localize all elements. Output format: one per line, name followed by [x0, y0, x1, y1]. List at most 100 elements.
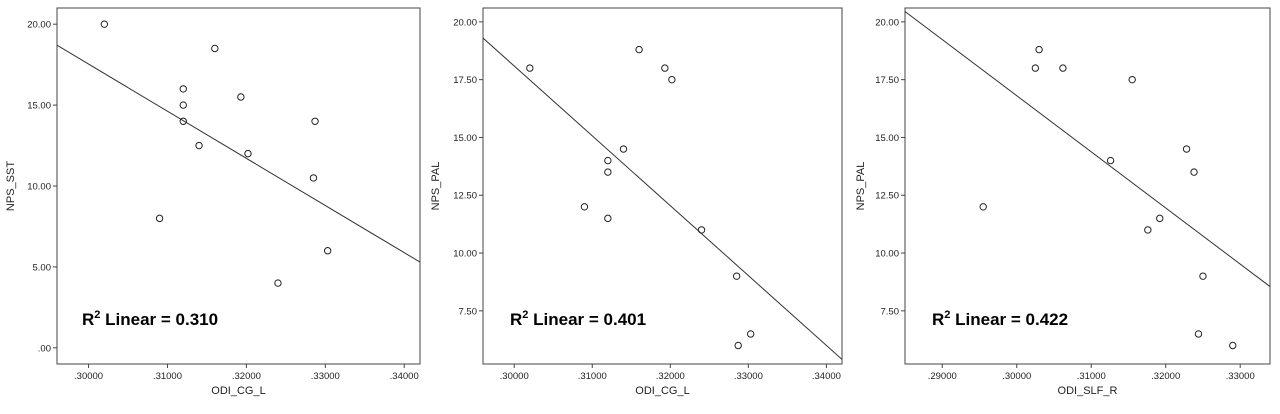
data-point [195, 141, 203, 150]
y-tick-label: 20.00 [27, 20, 51, 31]
data-point [697, 226, 706, 234]
r-squared-annotation: R2 Linear = 0.422 [932, 309, 1068, 329]
data-point [100, 20, 109, 28]
data-point [732, 272, 741, 280]
r-squared-value: Linear = 0.310 [100, 310, 218, 329]
data-point [1190, 168, 1198, 176]
x-tick-label: .29000 [928, 371, 957, 382]
x-tick-label: .30000 [74, 371, 103, 382]
y-tick-label: 17.50 [875, 75, 899, 86]
x-tick-label: .34000 [390, 371, 419, 382]
data-point [237, 93, 245, 101]
data-point [1059, 64, 1067, 72]
r-squared-prefix: R [510, 310, 522, 329]
x-tick-label: .32000 [656, 371, 685, 382]
data-point [604, 156, 612, 165]
x-axis-title: ODI_CG_L [635, 385, 689, 397]
data-point [1229, 341, 1237, 350]
data-point [1144, 226, 1152, 234]
y-axis-title: NPS_PAL [855, 162, 867, 211]
data-point [580, 203, 589, 211]
y-tick-label: .00 [38, 343, 51, 354]
data-point [179, 101, 187, 109]
data-point [661, 64, 669, 72]
r-squared-value: Linear = 0.422 [950, 310, 1068, 329]
r-squared-superscript: 2 [944, 309, 950, 321]
x-tick-label: .30000 [500, 371, 529, 382]
data-point [311, 117, 319, 125]
y-tick-label: 15.00 [453, 133, 477, 144]
plot-area-frame [904, 7, 1271, 365]
data-point [1199, 272, 1207, 280]
data-point [526, 64, 534, 72]
r-squared-annotation: R2 Linear = 0.401 [510, 309, 646, 329]
x-tick-label: .32000 [1151, 371, 1180, 382]
data-point [604, 214, 612, 223]
r-squared-prefix: R [82, 310, 94, 329]
linear-fit-line [905, 11, 1270, 287]
chart-panel-2: .30000 .31000 .32000 .33000 .34000 7.50 10.00 1… [425, 0, 850, 414]
data-point [619, 145, 628, 153]
data-point [274, 279, 282, 287]
data-point [1106, 156, 1115, 165]
y-tick-label: 10.00 [27, 182, 51, 193]
y-tick-label: 20.00 [875, 17, 899, 28]
data-point [211, 44, 219, 53]
y-axis-title: NPS_PAL [430, 162, 442, 211]
r-squared-superscript: 2 [522, 309, 528, 321]
y-tick-label: 15.00 [27, 101, 51, 112]
x-tick-label: .33000 [1226, 371, 1255, 382]
scatter-chart-nps-pal-vs-odi-cg-l: .30000 .31000 .32000 .33000 .34000 7.50 10.00 1… [430, 7, 843, 397]
y-tick-label: 7.50 [881, 306, 900, 317]
x-tick-label: .33000 [311, 371, 340, 382]
y-tick-label: 10.00 [875, 249, 899, 260]
plot-area-frame [56, 7, 421, 365]
data-point [979, 203, 987, 211]
r-squared-superscript: 2 [94, 309, 100, 321]
data-point [244, 149, 252, 158]
data-point [1182, 145, 1191, 153]
x-tick-label: .32000 [232, 371, 261, 382]
plot-area-frame [482, 7, 843, 365]
chart-panel-3: .29000 .30000 .31000 .32000 .33000 7.50 10.00 1… [850, 0, 1280, 414]
chart-panel-1: .30000 .31000 .32000 .33000 .34000 .00 5.00 10.… [0, 0, 425, 414]
linear-fit-line [57, 44, 420, 263]
x-tick-label: .33000 [734, 371, 763, 382]
scatter-chart-nps-pal-vs-odi-slf-r: .29000 .30000 .31000 .32000 .33000 7.50 10.00 1… [855, 7, 1271, 397]
data-point [635, 45, 643, 54]
y-tick-label: 20.00 [453, 17, 477, 28]
data-point [323, 247, 332, 255]
data-point [309, 174, 318, 182]
data-point [179, 117, 187, 125]
data-point [668, 75, 676, 84]
scatter-chart-nps-sst-vs-odi-cg-l: .30000 .31000 .32000 .33000 .34000 .00 5.00 10.… [5, 7, 421, 397]
y-tick-label: 7.50 [459, 306, 478, 317]
y-tick-label: 5.00 [33, 262, 52, 273]
x-tick-label: .31000 [153, 371, 182, 382]
y-tick-label: 12.50 [453, 191, 477, 202]
data-point [1035, 45, 1043, 54]
data-point [1031, 64, 1040, 72]
x-tick-label: .31000 [578, 371, 607, 382]
data-point [1128, 75, 1136, 84]
y-tick-label: 15.00 [875, 133, 899, 144]
data-point [1194, 330, 1203, 338]
y-tick-label: 10.00 [453, 249, 477, 260]
x-tick-label: .30000 [1002, 371, 1031, 382]
linear-fit-line [483, 37, 842, 360]
r-squared-annotation: R2 Linear = 0.310 [82, 309, 218, 329]
data-point [604, 168, 612, 176]
x-axis-title: ODI_CG_L [211, 385, 265, 397]
x-tick-label: .31000 [1077, 371, 1106, 382]
data-point [746, 330, 755, 338]
data-point [734, 341, 742, 350]
data-point [155, 214, 164, 223]
data-point [1156, 214, 1164, 223]
x-axis-title: ODI_SLF_R [1058, 385, 1118, 397]
x-tick-label: .34000 [812, 371, 841, 382]
y-axis-title: NPS_SST [5, 161, 17, 211]
y-tick-label: 12.50 [875, 191, 899, 202]
r-squared-prefix: R [932, 310, 944, 329]
r-squared-value: Linear = 0.401 [528, 310, 646, 329]
y-tick-label: 17.50 [453, 75, 477, 86]
